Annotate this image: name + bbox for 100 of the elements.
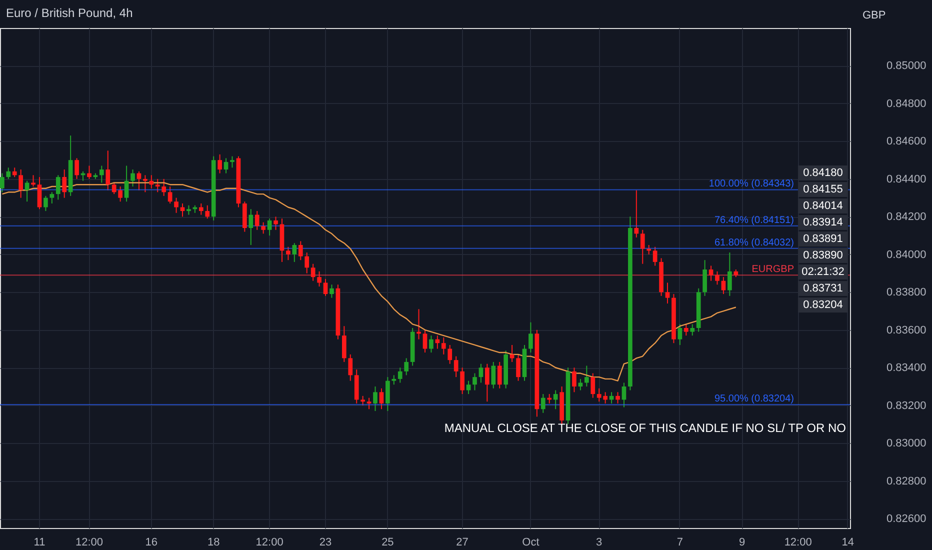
candlestick bbox=[485, 363, 490, 402]
y-tick-label: 0.85000 bbox=[886, 60, 926, 72]
x-tick-label: 12:00 bbox=[75, 536, 103, 548]
candlestick bbox=[398, 367, 402, 384]
candlestick bbox=[540, 394, 546, 414]
candlestick bbox=[366, 397, 372, 410]
annotation: 0.83731 bbox=[803, 282, 843, 294]
candlestick bbox=[429, 335, 434, 354]
x-tick-label: 16 bbox=[145, 536, 158, 548]
annotation: MANUAL CLOSE AT THE CLOSE OF THIS CANDLE IF NO SL/ TP OR NO bbox=[444, 421, 846, 435]
candlestick bbox=[180, 202, 185, 218]
candlestick bbox=[684, 324, 688, 336]
candlestick bbox=[106, 150, 110, 191]
candlestick bbox=[404, 358, 409, 376]
candlestick bbox=[198, 202, 204, 216]
annotation: 0.83891 bbox=[803, 233, 843, 245]
annotation: 0.84180 bbox=[803, 167, 843, 179]
candlestick bbox=[665, 282, 670, 304]
x-tick-label: 27 bbox=[456, 536, 468, 548]
y-tick-label: 0.84200 bbox=[886, 211, 926, 224]
candlestick bbox=[286, 246, 290, 261]
candlestick bbox=[62, 169, 67, 198]
candlestick bbox=[56, 174, 60, 200]
y-tick-label: 0.82800 bbox=[886, 475, 926, 488]
x-tick-label: 12:00 bbox=[256, 536, 284, 548]
candlestick bbox=[99, 165, 104, 184]
candlestick bbox=[174, 197, 178, 214]
candlestick bbox=[218, 154, 222, 174]
x-tick-label: 25 bbox=[382, 536, 394, 548]
x-tick-label: 11 bbox=[34, 536, 46, 548]
candlestick bbox=[616, 392, 620, 404]
candlestick bbox=[205, 204, 210, 220]
candlestick bbox=[392, 374, 396, 386]
x-tick-label: 12:00 bbox=[784, 536, 812, 548]
candlestick bbox=[224, 158, 228, 174]
candlestick bbox=[553, 390, 558, 410]
candlestick bbox=[248, 208, 254, 246]
candlestick bbox=[634, 190, 639, 238]
candlestick bbox=[466, 380, 471, 395]
candlestick bbox=[304, 252, 310, 274]
ref-line-label: 100.00% (0.84343) bbox=[708, 178, 794, 190]
candlestick bbox=[31, 174, 36, 187]
candlestick bbox=[640, 229, 645, 264]
candlestick bbox=[590, 372, 596, 398]
candlestick bbox=[162, 178, 166, 196]
candlestick bbox=[728, 252, 732, 296]
candlestick bbox=[516, 354, 520, 382]
candlestick bbox=[578, 378, 583, 391]
candlestick bbox=[130, 169, 135, 187]
x-tick-label: 14 bbox=[842, 536, 854, 548]
candlestick bbox=[348, 354, 353, 382]
x-tick-label: 18 bbox=[207, 536, 220, 548]
annotation: 0.84014 bbox=[803, 200, 843, 212]
ref-line-label: 76.40% (0.84151) bbox=[714, 214, 794, 226]
candlestick bbox=[37, 176, 42, 210]
candlestick bbox=[342, 326, 346, 362]
candlestick bbox=[572, 367, 576, 393]
x-tick-label: 23 bbox=[319, 536, 332, 548]
candlestick bbox=[721, 276, 726, 295]
y-tick-label: 0.83400 bbox=[886, 362, 926, 374]
annotation: 0.84155 bbox=[803, 184, 843, 196]
y-tick-label: 0.83800 bbox=[886, 286, 926, 299]
candlestick bbox=[448, 344, 452, 364]
ref-line-label: EURGBP bbox=[752, 264, 794, 276]
candlestick bbox=[87, 165, 92, 180]
candlestick bbox=[74, 158, 79, 180]
x-tick-label: Oct bbox=[522, 536, 540, 548]
y-tick-label: 0.83600 bbox=[886, 324, 926, 336]
y-tick-label: 0.82600 bbox=[886, 513, 926, 526]
candlestick bbox=[386, 376, 390, 412]
candlestick bbox=[44, 195, 48, 212]
candlestick bbox=[254, 210, 260, 230]
candlestick bbox=[261, 222, 266, 234]
candlestick bbox=[330, 284, 334, 298]
candlestick bbox=[373, 386, 378, 412]
annotation: 0.83914 bbox=[803, 216, 843, 228]
candlestick bbox=[317, 270, 322, 287]
candlestick bbox=[690, 324, 695, 336]
candlestick bbox=[155, 178, 160, 193]
y-tick-label: 0.84400 bbox=[886, 173, 926, 186]
candlestick bbox=[528, 322, 533, 354]
candlestick bbox=[186, 204, 191, 216]
candlestick bbox=[678, 324, 682, 346]
candlestick bbox=[149, 174, 154, 189]
candlestick bbox=[584, 365, 589, 387]
candlestick bbox=[18, 169, 24, 198]
candlestick bbox=[24, 180, 30, 202]
candlestick bbox=[460, 367, 464, 395]
candlestick bbox=[422, 329, 428, 354]
ref-line-label: 95.00% (0.83204) bbox=[714, 394, 794, 405]
candlestick bbox=[274, 216, 278, 230]
ref-line-label: 61.80% (0.84032) bbox=[714, 237, 794, 248]
candlestick bbox=[298, 240, 303, 261]
candlestick bbox=[50, 192, 54, 204]
x-tick-label: 3 bbox=[596, 536, 602, 548]
y-tick-label: 0.83200 bbox=[886, 400, 926, 412]
y-tick-label: 0.83000 bbox=[886, 438, 926, 450]
y-tick-label: 0.84000 bbox=[886, 248, 926, 261]
annotation: 0.83890 bbox=[803, 250, 843, 262]
candlestick bbox=[143, 174, 148, 193]
